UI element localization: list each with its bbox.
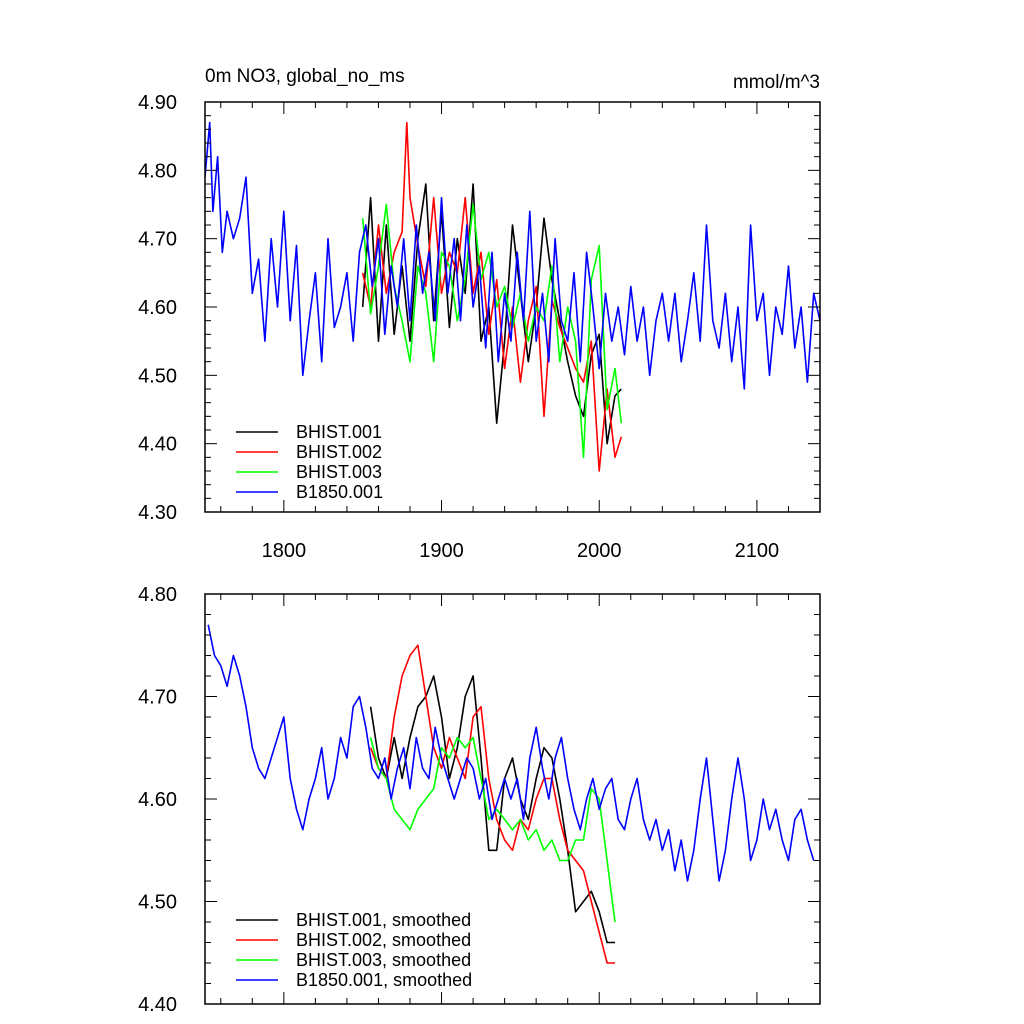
bottom-panel: 4.40 4.50 4.60 4.70 4.80 BHIST.001, smoothed…	[138, 584, 821, 1016]
top-plot-lines	[205, 121, 820, 472]
top-x-tick-label: 1900	[419, 540, 464, 562]
bottom-series-line-0	[369, 675, 615, 944]
bottom-y-tick-label: 4.70	[138, 687, 177, 709]
bottom-series-line-3	[207, 624, 815, 882]
top-series-line-3	[205, 121, 820, 390]
bottom-y-tick-label: 4.50	[138, 892, 177, 914]
top-legend-label: BHIST.003	[296, 462, 382, 482]
top-panel-units: mmol/m^3	[733, 72, 820, 93]
top-legend-label: BHIST.001	[296, 422, 382, 442]
bottom-legend-label: BHIST.002, smoothed	[296, 930, 471, 950]
top-x-tick-label: 2000	[577, 540, 622, 562]
top-x-tick-label: 1800	[262, 540, 307, 562]
top-y-tick-label: 4.50	[138, 365, 177, 387]
top-series-line-2	[361, 203, 623, 459]
top-x-tick-label: 2100	[735, 540, 780, 562]
top-y-tick-label: 4.40	[138, 434, 177, 456]
bottom-series-line-1	[369, 644, 615, 964]
bottom-series-line-2	[369, 736, 616, 923]
top-y-tick-label: 4.90	[138, 92, 177, 114]
top-y-tick-label: 4.60	[138, 297, 177, 319]
bottom-legend-label: B1850.001, smoothed	[296, 970, 472, 990]
top-y-tick-label: 4.80	[138, 160, 177, 182]
top-panel: 0m NO3, global_no_ms mmol/m^3 4.304.404.…	[138, 66, 821, 562]
bottom-axes: 4.40 4.50 4.60 4.70 4.80	[138, 584, 821, 1016]
top-y-tick-label: 4.30	[138, 502, 177, 524]
bottom-y-tick-label: 4.60	[138, 789, 177, 811]
top-panel-title: 0m NO3, global_no_ms	[205, 66, 405, 87]
bottom-legend-label: BHIST.001, smoothed	[296, 910, 471, 930]
bottom-y-tick-label: 4.40	[138, 994, 177, 1016]
top-y-tick-label: 4.70	[138, 229, 177, 251]
bottom-plot-lines	[207, 624, 815, 964]
top-legend-label: B1850.001	[296, 482, 383, 502]
bottom-y-tick-label: 4.80	[138, 584, 177, 606]
top-legend-label: BHIST.002	[296, 442, 382, 462]
top-series-line-1	[361, 121, 623, 472]
top-axes: 4.30 4.40 4.50 4.60 4.70 4.80 4.90 1800 1900 2000…	[138, 92, 821, 562]
bottom-legend-label: BHIST.003, smoothed	[296, 950, 471, 970]
